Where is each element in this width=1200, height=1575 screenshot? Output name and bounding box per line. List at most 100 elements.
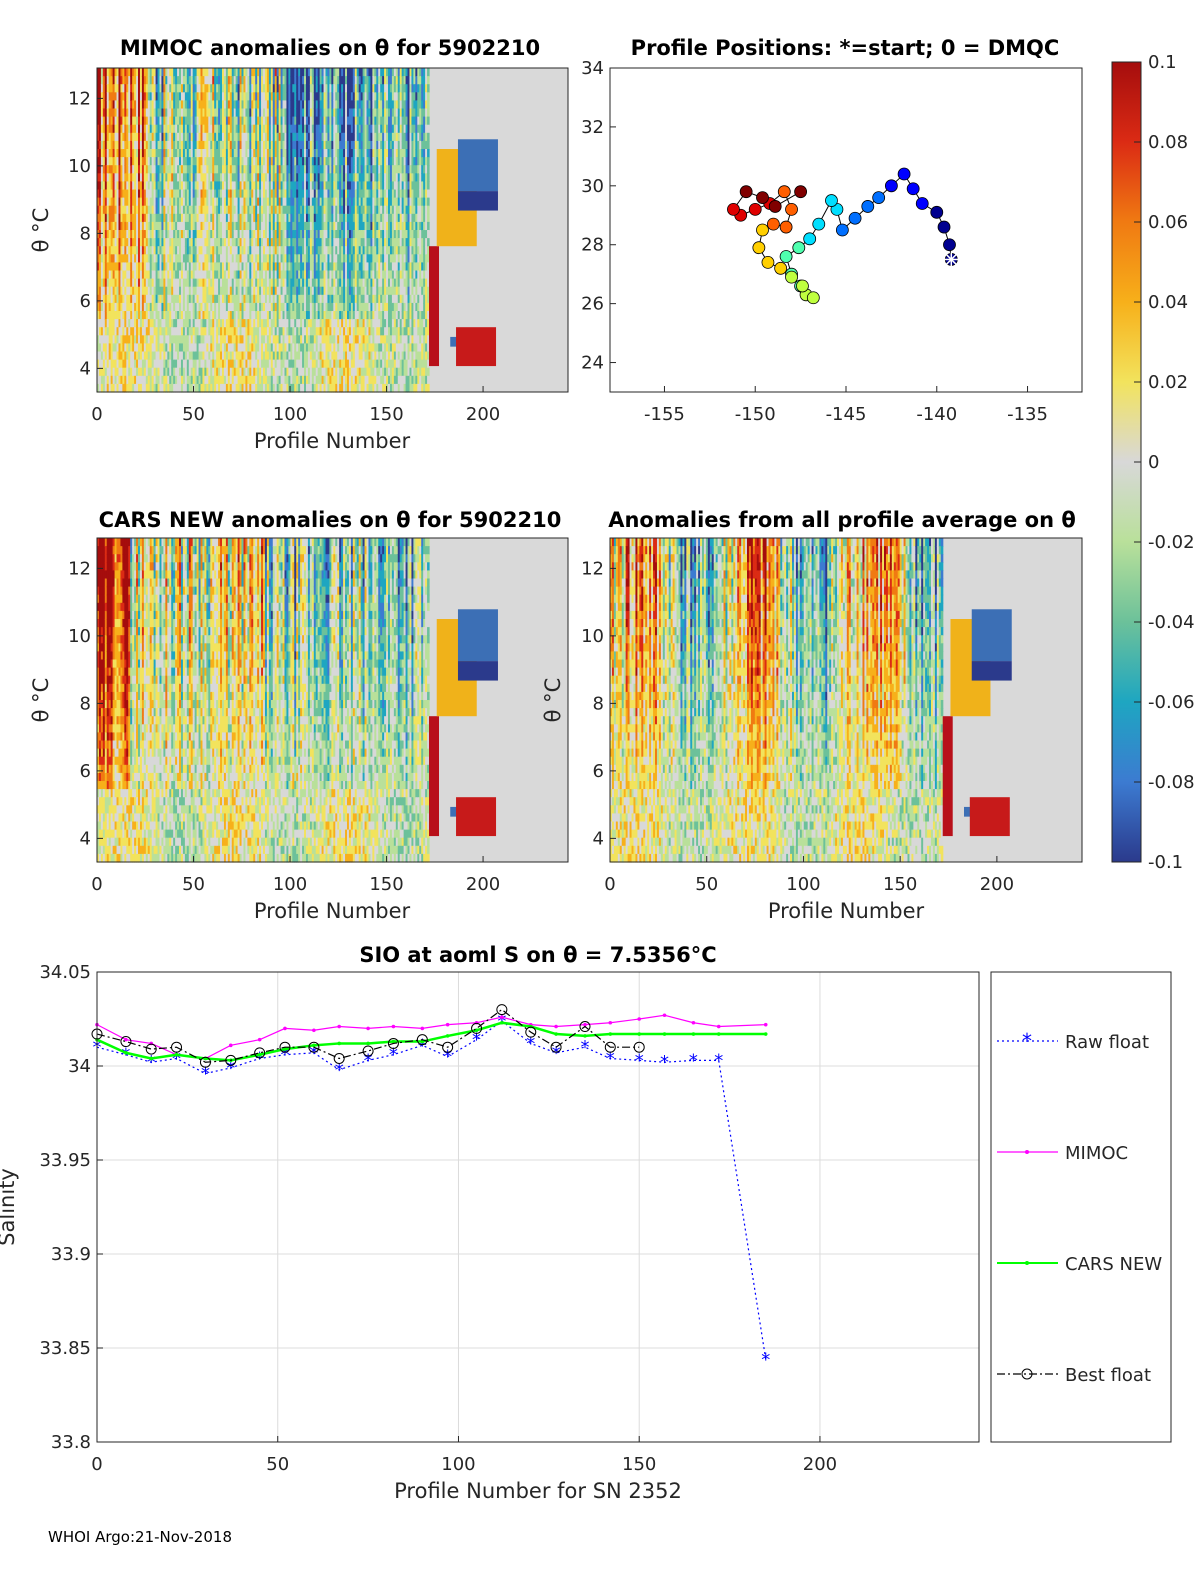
heatmap-cell (177, 246, 180, 255)
heatmap-cell (120, 140, 123, 150)
heatmap-cell (141, 367, 145, 377)
heatmap-cell (165, 197, 168, 207)
heatmap-cell (161, 108, 165, 118)
heatmap-cell (169, 108, 172, 118)
heatmap-cell (175, 311, 178, 320)
heatmap-cell (100, 311, 104, 320)
heatmap-cell (126, 367, 129, 377)
heatmap-cell (124, 286, 127, 296)
heatmap-cell (165, 302, 168, 312)
heatmap-cell (190, 302, 194, 312)
heatmap-cell (200, 286, 204, 296)
heatmap-cell (165, 84, 168, 93)
heatmap-cell (102, 124, 106, 134)
heatmap-cell (153, 230, 157, 239)
heatmap-cell (132, 116, 135, 126)
heatmap-cell (157, 100, 161, 110)
heatmap-cell (106, 278, 110, 288)
heatmap-cell (192, 116, 196, 126)
heatmap-cell (179, 84, 182, 93)
heatmap-cell (110, 294, 114, 304)
heatmap-cell (186, 294, 190, 304)
heatmap-cell (179, 165, 182, 174)
heatmap-cell (167, 375, 170, 385)
heatmap-cell (143, 294, 147, 304)
heatmap-cell (136, 383, 139, 393)
heatmap-cell (147, 351, 151, 361)
heatmap-cell (139, 221, 143, 231)
heatmap-cell (194, 302, 198, 312)
heatmap-cell (139, 270, 143, 280)
heatmap-cell (106, 270, 110, 280)
heatmap-cell (138, 383, 141, 393)
heatmap-cell (138, 319, 141, 328)
heatmap-cell (192, 68, 196, 77)
heatmap-cell (132, 157, 135, 166)
heatmap-cell (171, 165, 174, 174)
heatmap-cell (130, 343, 133, 353)
heatmap-cell (102, 327, 106, 336)
heatmap-cell (118, 262, 122, 272)
heatmap-cell (120, 197, 123, 207)
heatmap-cell (184, 230, 188, 239)
heatmap-cell (116, 165, 120, 174)
heatmap-cell (112, 140, 116, 150)
heatmap-cell (134, 140, 137, 150)
heatmap-cell (190, 327, 194, 336)
heatmap-cell (159, 108, 163, 118)
heatmap-cell (116, 181, 120, 191)
heatmap-cell (163, 100, 166, 110)
heatmap-cell (110, 230, 114, 239)
heatmap-cell (192, 367, 196, 377)
heatmap-cell (151, 68, 155, 77)
heatmap-cell (173, 359, 176, 369)
heatmap-cell (100, 335, 104, 344)
heatmap-cell (138, 84, 141, 93)
heatmap-cell (151, 286, 155, 296)
heatmap-cell (202, 165, 206, 174)
heatmap-cell (173, 246, 176, 255)
heatmap-cell (143, 181, 147, 191)
heatmap-cell (132, 343, 135, 353)
heatmap-cell (132, 286, 135, 296)
heatmap-cell (114, 343, 118, 353)
heatmap-cell (149, 173, 153, 182)
heatmap-cell (198, 76, 202, 85)
heatmap-cell (97, 359, 100, 369)
heatmap-cell (165, 278, 168, 288)
heatmap-cell (157, 375, 161, 385)
heatmap-cell (132, 335, 135, 344)
heatmap-cell (149, 343, 153, 353)
heatmap-cell (173, 262, 176, 272)
heatmap-cell (102, 116, 106, 126)
heatmap-cell (194, 100, 198, 110)
heatmap-cell (149, 197, 153, 207)
heatmap-cell (153, 327, 157, 336)
heatmap-cell (132, 351, 135, 361)
heatmap-cell (179, 319, 182, 328)
heatmap-cell (118, 181, 122, 191)
heatmap-cell (161, 359, 165, 369)
heatmap-cell (167, 68, 170, 77)
heatmap-cell (186, 116, 190, 126)
heatmap-cell (147, 238, 151, 247)
heatmap-cell (102, 181, 106, 191)
heatmap-cell (130, 68, 133, 77)
heatmap-cell (112, 165, 116, 174)
heatmap-cell (149, 359, 153, 369)
heatmap-cell (126, 286, 129, 296)
heatmap-cell (110, 108, 114, 118)
heatmap-cell (100, 92, 104, 101)
heatmap-cell (118, 359, 122, 369)
heatmap-cell (143, 335, 147, 344)
heatmap-cell (100, 278, 104, 288)
heatmap-cell (163, 165, 166, 174)
heatmap-cell (97, 262, 100, 272)
heatmap-cell (163, 327, 166, 336)
heatmap-cell (173, 165, 176, 174)
heatmap-cell (112, 270, 116, 280)
heatmap-cell (122, 205, 125, 215)
heatmap-cell (97, 230, 100, 239)
heatmap-cell (188, 375, 192, 385)
heatmap-cell (114, 205, 118, 215)
